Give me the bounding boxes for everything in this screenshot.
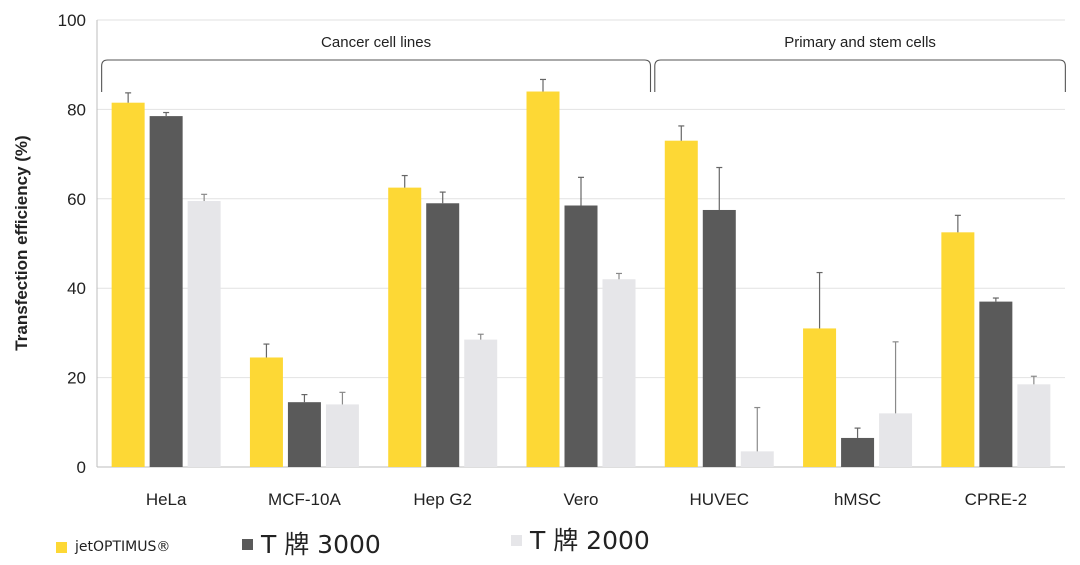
y-tick-label: 40	[67, 279, 86, 298]
x-tick-label: HUVEC	[690, 490, 750, 509]
x-tick-label: CPRE-2	[965, 490, 1027, 509]
y-tick-label: 0	[77, 458, 86, 477]
legend-swatch-t2000	[511, 535, 522, 546]
y-tick-labels: 0 20 40 60 80 100	[58, 11, 86, 477]
bar	[149, 116, 183, 467]
y-tick-label: 100	[58, 11, 86, 30]
bar	[941, 232, 975, 467]
bar	[325, 404, 359, 467]
category-groups: Cancer cell lines Primary and stem cells	[101, 34, 1066, 92]
bar	[879, 413, 913, 467]
group-bracket	[654, 59, 1066, 92]
bar	[388, 187, 422, 467]
bar	[602, 279, 636, 467]
legend-item-jetoptimus: jetOPTIMUS®	[56, 540, 170, 554]
legend-label-t3000: T 牌 3000	[261, 530, 381, 559]
x-tick-label: hMSC	[834, 490, 881, 509]
bar	[187, 201, 221, 467]
legend-item-t2000: T 牌 2000	[511, 528, 650, 553]
bar	[426, 203, 460, 467]
bar	[464, 339, 498, 467]
x-tick-label: MCF-10A	[268, 490, 341, 509]
x-tick-labels: HeLa MCF-10A Hep G2 Vero HUVEC hMSC CPRE-2	[146, 490, 1027, 509]
y-tick-label: 20	[67, 369, 86, 388]
legend-label-jetoptimus: jetOPTIMUS®	[75, 539, 171, 555]
bar	[526, 91, 560, 468]
bar	[740, 451, 774, 467]
y-axis-title: Transfection efficiency (%)	[12, 135, 31, 350]
bar	[803, 328, 837, 467]
legend-swatch-jetoptimus	[56, 541, 67, 553]
bars	[111, 91, 1051, 468]
legend: jetOPTIMUS® T 牌 3000 T 牌 2000	[0, 528, 1080, 560]
bar	[1017, 384, 1051, 467]
error-bars	[125, 78, 1037, 452]
legend-swatch-t3000	[242, 539, 253, 550]
legend-item-t3000: T 牌 3000	[242, 532, 381, 557]
group-label: Primary and stem cells	[784, 34, 936, 51]
x-tick-label: Vero	[564, 490, 599, 509]
bar	[664, 140, 698, 467]
x-tick-label: HeLa	[146, 490, 187, 509]
bar	[249, 357, 283, 467]
legend-label-t2000: T 牌 2000	[530, 526, 650, 555]
group-bracket	[101, 59, 652, 92]
bar	[564, 205, 598, 467]
bar	[287, 402, 321, 467]
y-tick-label: 60	[67, 190, 86, 209]
bar	[702, 209, 736, 467]
bar	[111, 102, 145, 467]
x-tick-label: Hep G2	[413, 490, 472, 509]
group-label: Cancer cell lines	[321, 34, 431, 51]
bar	[979, 301, 1013, 467]
bar	[841, 437, 875, 467]
y-tick-label: 80	[67, 100, 86, 119]
